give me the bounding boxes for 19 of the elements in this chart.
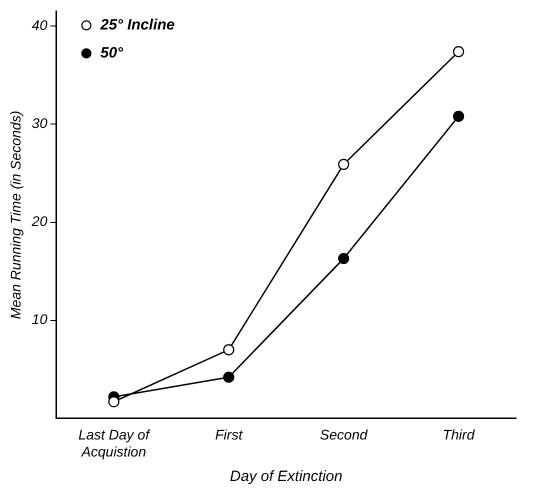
point — [223, 372, 234, 383]
y-tick-label: 10 — [32, 311, 48, 328]
point — [223, 344, 234, 356]
legend-label: 50° — [100, 44, 124, 62]
x-tick-label: First — [215, 426, 244, 443]
x-tick-label: Third — [442, 426, 476, 443]
y-tick-label: 20 — [30, 213, 48, 230]
x-axis-title: Day of Extinction — [230, 468, 342, 486]
point — [452, 46, 464, 58]
y-tick-label: 40 — [32, 17, 48, 33]
point — [338, 252, 350, 264]
legend-label: 25° Incline — [99, 16, 175, 34]
y-axis-title: Mean Running Time (in Seconds) — [7, 110, 24, 320]
point — [108, 396, 120, 408]
x-tick-label: Last Day of Acquistion — [78, 426, 152, 460]
x-tick-label: Second — [320, 426, 369, 443]
point — [452, 110, 464, 122]
point — [338, 158, 350, 170]
y-tick-label: 30 — [32, 115, 48, 132]
